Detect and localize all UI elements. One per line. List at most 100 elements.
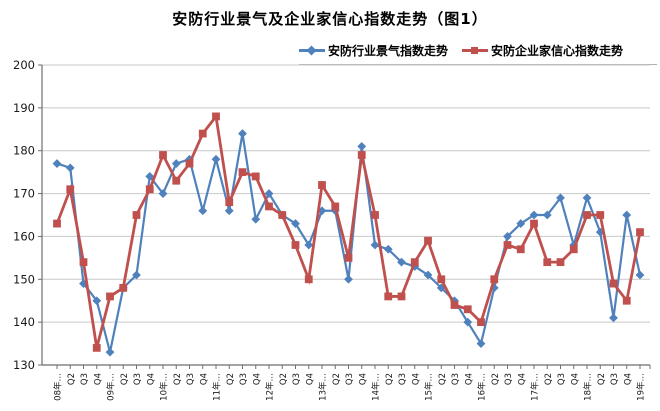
y-tick-label: 130 [13, 358, 35, 372]
y-tick-label: 200 [13, 58, 35, 72]
data-point-square [424, 236, 432, 245]
x-tick-label: Q2 [332, 373, 342, 385]
data-point-diamond [397, 257, 406, 267]
x-tick-label: Q4 [570, 373, 580, 385]
data-point-diamond [622, 210, 632, 220]
data-point-square [543, 258, 552, 267]
x-tick-label: Q4 [252, 373, 262, 385]
x-tick-label: Q2 [279, 373, 289, 385]
data-point-diamond [423, 270, 433, 280]
x-tick-label: Q2 [597, 373, 607, 385]
data-point-square [583, 211, 591, 219]
data-point-square [278, 211, 287, 219]
x-tick-label: Q4 [517, 373, 527, 385]
x-tick-label: 10年… [159, 373, 170, 401]
data-point-diamond [582, 193, 592, 203]
data-point-square [371, 211, 379, 219]
x-tick-label: Q4 [358, 373, 368, 385]
x-tick-label: Q2 [491, 373, 501, 385]
data-point-square [66, 185, 75, 194]
data-point-diamond [463, 317, 473, 327]
y-tick-label: 150 [13, 272, 35, 286]
data-point-square [79, 258, 88, 267]
x-tick-label: Q3 [398, 373, 408, 385]
x-tick-label: 19年… [636, 373, 647, 401]
legend-item: 安防行业景气指数走势 [299, 42, 448, 59]
data-point-square [212, 112, 220, 121]
data-point-square [159, 151, 167, 159]
legend-item: 安防企业家信心指数走势 [462, 42, 623, 59]
data-point-square [331, 202, 340, 211]
data-point-diamond [132, 270, 141, 280]
data-point-diamond [503, 232, 512, 241]
data-point-square [609, 279, 618, 288]
data-point-diamond [383, 244, 393, 254]
data-point-square [291, 241, 300, 249]
data-point-square [397, 292, 406, 301]
data-point-square [477, 318, 485, 327]
data-point-square [490, 275, 499, 284]
x-tick-label: Q3 [345, 373, 355, 385]
y-tick-label: 170 [13, 187, 35, 201]
data-point-square [304, 275, 313, 284]
x-tick-label: 15年… [424, 373, 435, 401]
x-tick-label: Q4 [623, 373, 633, 385]
x-tick-label: Q4 [146, 373, 156, 385]
data-point-diamond [52, 159, 62, 168]
data-point-diamond [158, 189, 168, 198]
x-tick-label: 18年… [583, 373, 594, 401]
x-tick-label: Q4 [199, 373, 209, 385]
data-point-square [172, 176, 181, 185]
data-point-square [503, 241, 512, 249]
data-point-square [92, 343, 101, 352]
x-tick-label: Q2 [67, 373, 77, 385]
x-tick-label: Q3 [557, 373, 567, 385]
data-point-square [251, 172, 260, 181]
data-point-diamond [450, 296, 459, 306]
data-point-diamond [556, 193, 565, 203]
x-tick-label: Q3 [133, 373, 143, 385]
data-point-square [463, 305, 472, 314]
data-point-diamond [370, 240, 380, 250]
x-tick-label: Q3 [610, 373, 620, 385]
x-tick-label: 13年… [318, 373, 329, 401]
data-point-diamond [529, 210, 539, 220]
data-point-diamond [357, 142, 367, 151]
chart-title: 安防行业景气及企业家信心指数走势（图1） [172, 10, 488, 28]
data-point-diamond [317, 206, 327, 216]
x-tick-label: Q3 [504, 373, 514, 385]
data-point-square [622, 296, 631, 305]
data-point-square [119, 283, 128, 292]
data-point-square [265, 202, 273, 211]
data-point-square [225, 198, 234, 207]
data-point-diamond [542, 210, 552, 220]
x-tick-label: 17年… [530, 373, 541, 401]
data-point-diamond [198, 206, 208, 216]
data-point-diamond [304, 240, 314, 250]
x-tick-label: 08年… [53, 373, 64, 401]
x-tick-label: Q2 [120, 373, 130, 385]
data-point-diamond [635, 270, 645, 280]
data-point-square [106, 292, 114, 301]
y-tick-label: 190 [13, 101, 35, 115]
data-point-diamond [344, 274, 353, 284]
x-tick-label: Q4 [305, 373, 315, 385]
data-point-diamond [264, 189, 274, 198]
data-point-square [516, 245, 525, 254]
x-tick-label: Q4 [464, 373, 474, 385]
data-point-diamond [105, 347, 115, 357]
x-tick-label: Q2 [173, 373, 183, 385]
legend-label: 安防企业家信心指数走势 [491, 44, 624, 58]
y-tick-label: 160 [13, 229, 35, 243]
line-diamond-marker-icon [299, 45, 325, 56]
x-tick-label: Q4 [411, 373, 421, 385]
data-point-diamond [251, 214, 261, 224]
data-point-square [198, 129, 207, 138]
data-point-square [185, 159, 194, 168]
x-tick-label: 11年… [212, 373, 223, 401]
data-point-diamond [609, 313, 618, 323]
data-point-square [596, 211, 605, 219]
line-square-marker-icon [462, 46, 489, 55]
